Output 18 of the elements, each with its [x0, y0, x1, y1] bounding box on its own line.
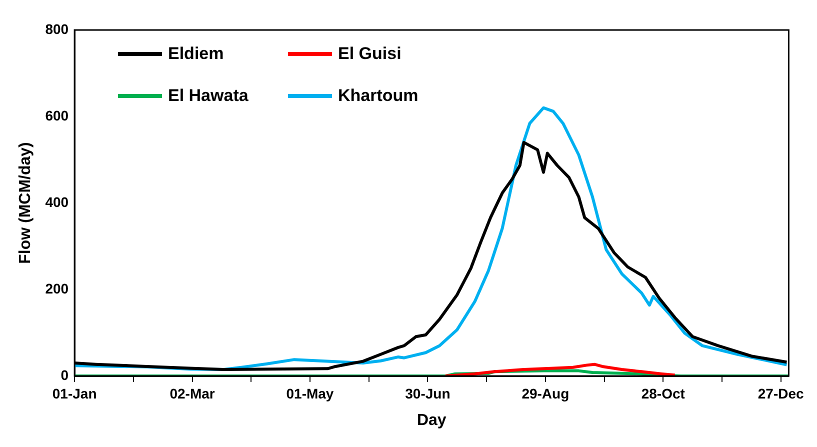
y-axis-title: Flow (MCM/day): [17, 142, 34, 264]
legend-label: Eldiem: [168, 44, 224, 64]
legend-label: El Hawata: [168, 86, 248, 106]
legend-label: Khartoum: [338, 86, 418, 106]
y-tick-label: 800: [45, 20, 69, 37]
x-tick-label: 27-Dec: [758, 385, 804, 402]
x-tick-label: 01-Jan: [52, 385, 97, 402]
legend-label: El Guisi: [338, 44, 402, 64]
y-tick-label: 0: [60, 366, 69, 383]
y-tick-label: 600: [45, 107, 69, 124]
x-tick-label: 01-May: [286, 385, 334, 402]
x-axis-title: Day: [416, 412, 446, 429]
x-tick-label: 02-Mar: [170, 385, 216, 402]
x-tick-label: 28-Oct: [641, 385, 686, 402]
x-tick-label: 30-Jun: [405, 385, 450, 402]
y-tick-label: 400: [45, 194, 69, 210]
x-tick-label: 29-Aug: [522, 385, 570, 402]
y-tick-label: 200: [45, 280, 69, 296]
